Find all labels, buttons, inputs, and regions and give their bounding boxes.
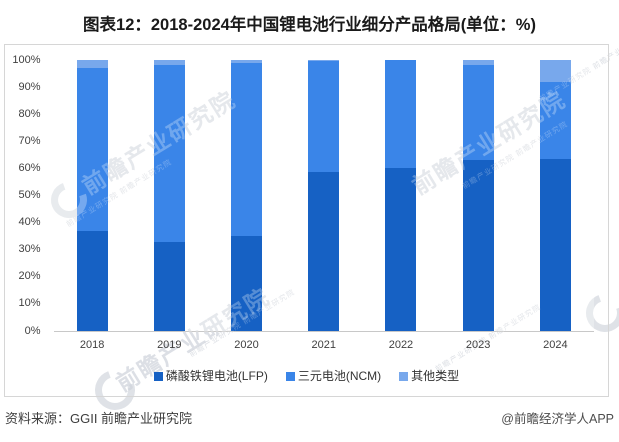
bar-segment-2022-series1 xyxy=(385,60,417,169)
bar-segment-2024-series1 xyxy=(539,81,571,159)
y-axis-tick-label: 10% xyxy=(18,297,41,310)
bar-segment-2020-series2 xyxy=(231,60,263,63)
legend-item-0: 磷酸铁锂电池(LFP) xyxy=(153,369,268,383)
bar-segment-2020-series1 xyxy=(231,62,263,237)
x-axis-tick-label: 2023 xyxy=(465,339,491,351)
chart-title: 图表12：2018-2024年中国锂电池行业细分产品格局(单位：%) xyxy=(83,16,536,34)
bar-segment-2023-series0 xyxy=(462,160,494,331)
x-axis-tick-label: 2022 xyxy=(388,339,414,351)
x-axis-tick-label: 2020 xyxy=(234,339,259,351)
x-axis-line xyxy=(53,331,594,332)
bar-2021 xyxy=(308,60,340,331)
y-axis-tick-label: 80% xyxy=(18,107,41,120)
y-axis-tick-label: 90% xyxy=(18,80,41,93)
legend-item-2: 其他类型 xyxy=(399,370,459,383)
x-axis-tick-label: 2021 xyxy=(311,339,336,351)
x-axis-tick-label: 2024 xyxy=(543,339,568,351)
bar-segment-2023-series1 xyxy=(462,65,494,161)
legend-swatch-icon xyxy=(285,372,295,381)
bar-segment-2024-series0 xyxy=(539,158,571,331)
x-axis-tick-label: 2019 xyxy=(157,339,182,351)
y-axis-tick-label: 70% xyxy=(18,134,41,147)
legend-item-1: 三元电池(NCM) xyxy=(285,369,382,383)
bar-2024 xyxy=(539,60,571,331)
credit-note: @前瞻经济学人APP xyxy=(501,412,614,426)
bar-segment-2019-series2 xyxy=(153,60,185,66)
bar-segment-2018-series2 xyxy=(76,60,108,69)
bar-2023 xyxy=(462,60,494,331)
bar-2022 xyxy=(385,60,417,331)
y-axis-tick-label: 30% xyxy=(18,243,41,256)
y-axis-tick-label: 100% xyxy=(12,53,41,66)
bar-segment-2019-series1 xyxy=(153,65,185,242)
bar-segment-2021-series1 xyxy=(308,61,340,173)
y-axis-tick-label: 60% xyxy=(18,161,41,174)
legend-label: 其他类型 xyxy=(411,369,460,383)
legend-swatch-icon xyxy=(153,372,163,381)
legend-label: 磷酸铁锂电池(LFP) xyxy=(165,369,268,383)
x-axis-tick-label: 2018 xyxy=(79,339,105,351)
bar-2019 xyxy=(153,60,185,331)
bar-segment-2019-series0 xyxy=(153,241,185,331)
plot-area-frame: 0% 10% 20% 30% 40% 50% 60% 70% 80% 90% 100% 2018 201… xyxy=(4,44,609,397)
y-axis-tick-label: 50% xyxy=(18,189,41,201)
y-axis-tick-label: 0% xyxy=(24,324,41,337)
legend-swatch-icon xyxy=(399,372,409,381)
plot-area: 0% 10% 20% 30% 40% 50% 60% 70% 80% 90% 100% 2018 201… xyxy=(5,45,608,396)
bar-segment-2023-series2 xyxy=(462,60,494,66)
y-axis-tick-label: 20% xyxy=(18,270,41,283)
bar-2020 xyxy=(231,60,263,331)
bar-2018 xyxy=(76,60,108,331)
source-note: 资料来源：GGII 前瞻产业研究院 xyxy=(5,411,193,426)
bar-segment-2021-series2 xyxy=(308,60,340,62)
y-axis-tick-label: 40% xyxy=(18,216,41,229)
bar-segment-2020-series0 xyxy=(231,236,263,331)
bar-segment-2022-series0 xyxy=(385,168,417,331)
bar-segment-2021-series0 xyxy=(308,172,340,331)
bar-segment-2018-series0 xyxy=(76,230,108,331)
bar-segment-2024-series2 xyxy=(539,60,571,82)
bar-segment-2018-series1 xyxy=(76,68,108,231)
legend-label: 三元电池(NCM) xyxy=(297,369,382,383)
legend: 磷酸铁锂电池(LFP) 三元电池(NCM) 其他类型 xyxy=(5,370,608,383)
